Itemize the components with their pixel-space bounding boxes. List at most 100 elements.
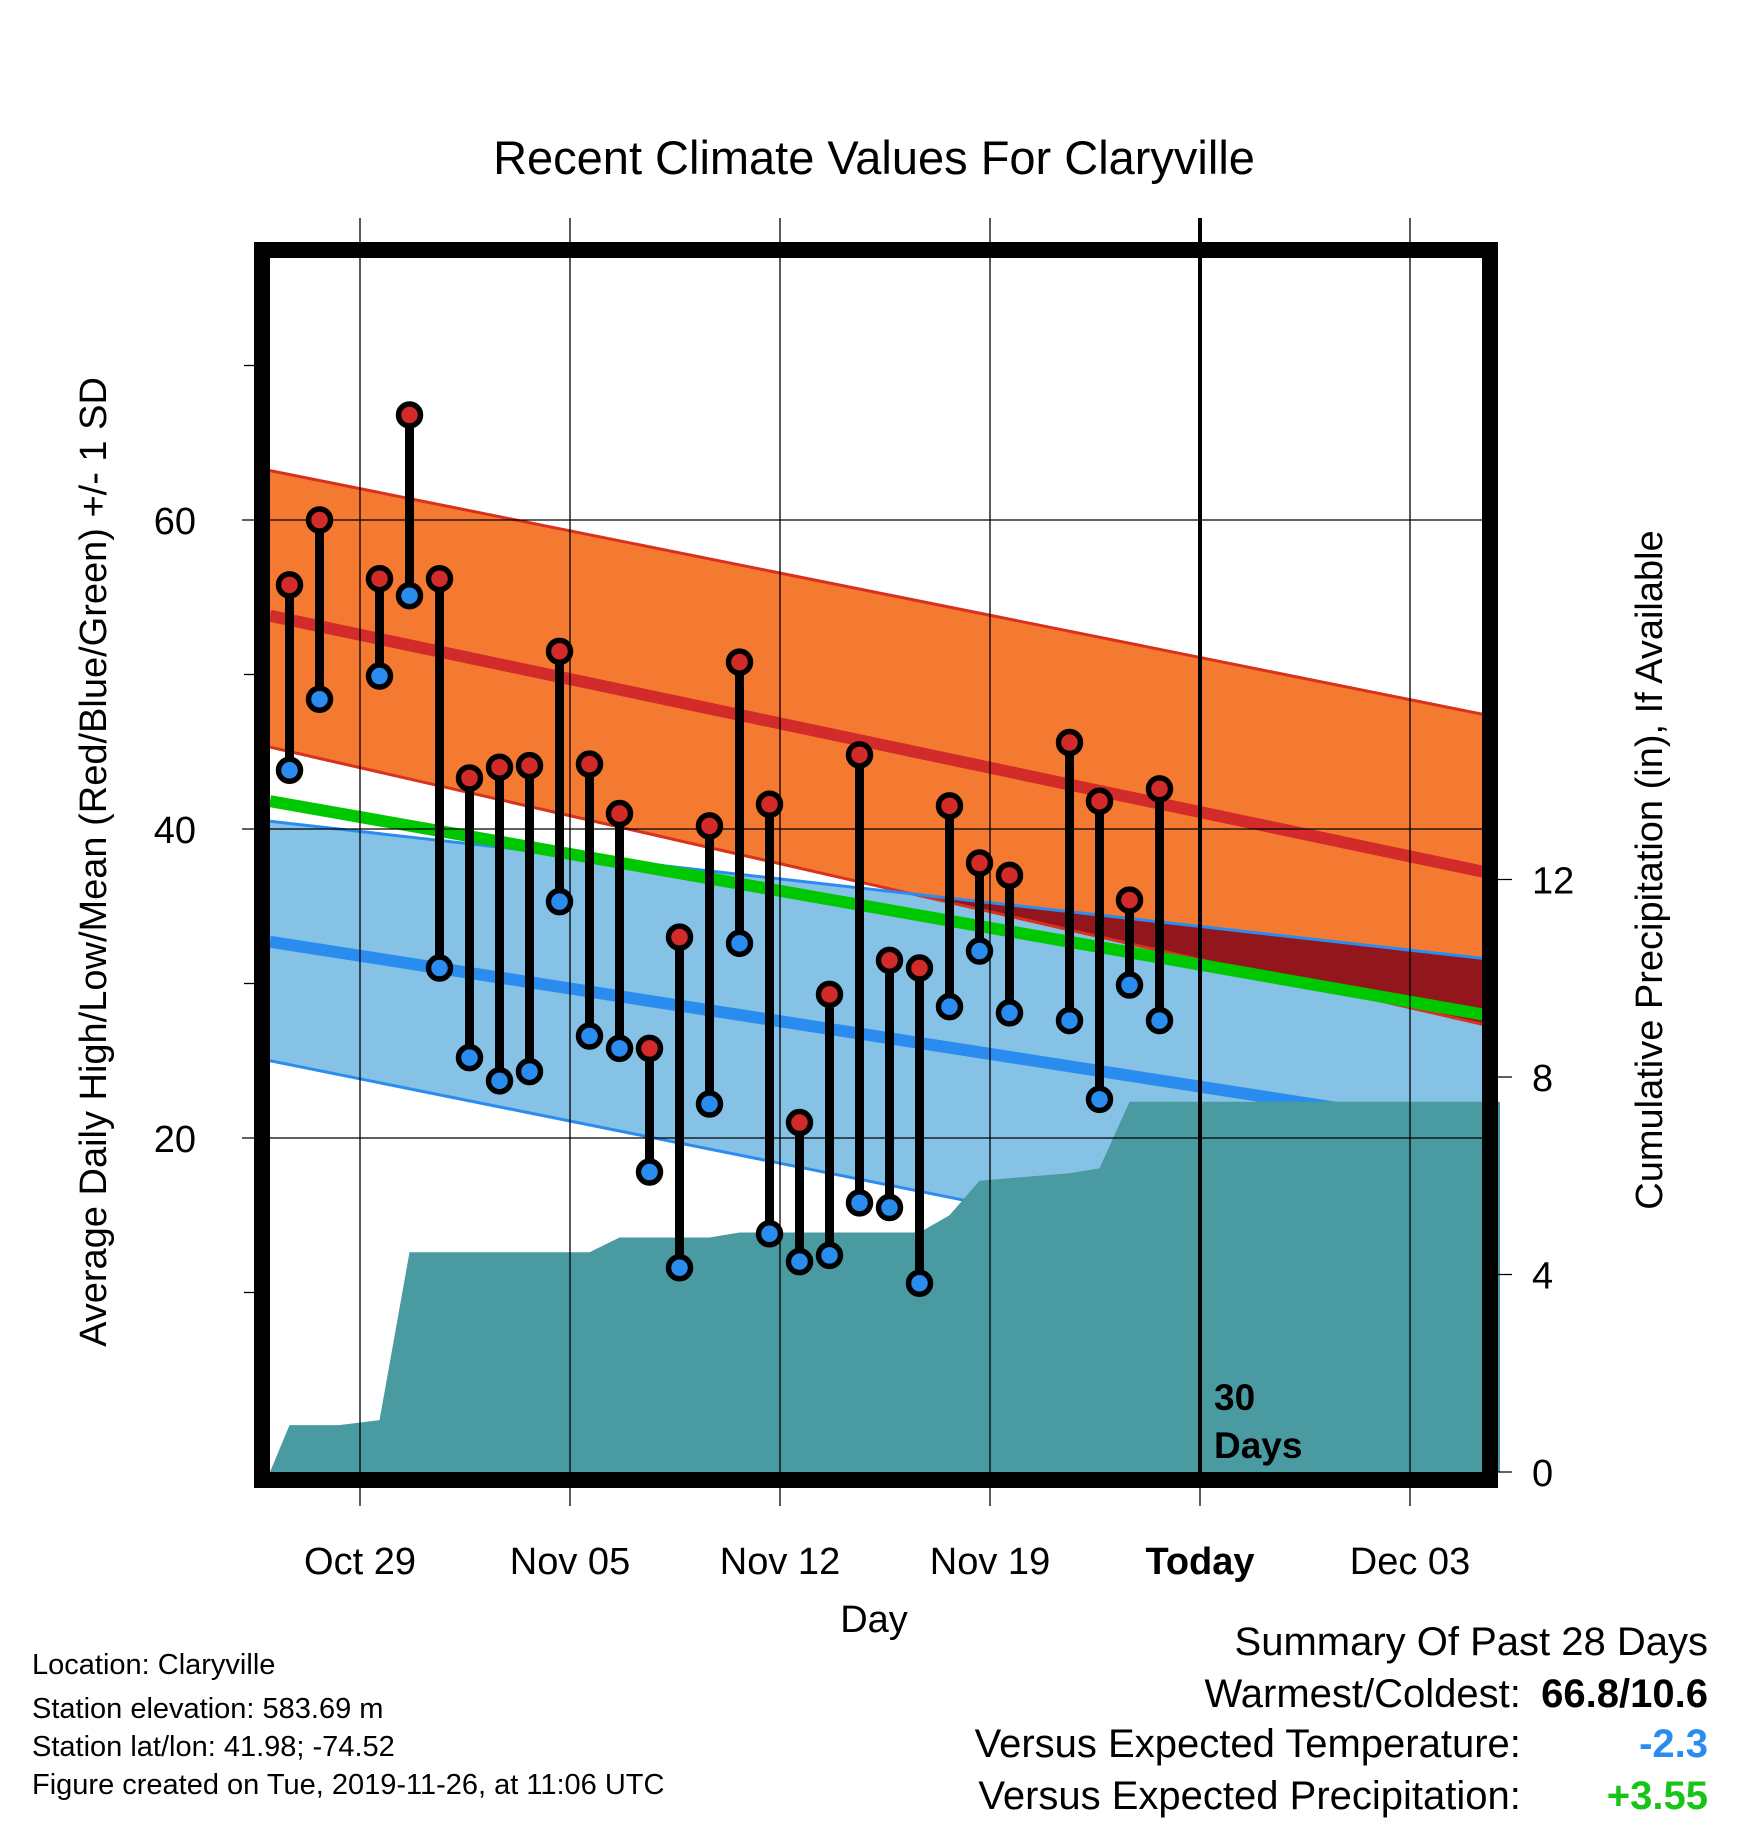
- daily-high-point: [395, 401, 424, 429]
- daily-high-point: [305, 506, 334, 534]
- daily-bar: [995, 861, 1024, 1027]
- precipitation-area: [270, 1101, 1500, 1472]
- daily-bar: [1145, 775, 1174, 1035]
- daily-high-point: [1145, 775, 1174, 803]
- daily-high-point: [935, 792, 964, 820]
- summary-precip: Versus Expected Precipitation: +3.55: [978, 1774, 1708, 1819]
- created-text: Figure created on Tue, 2019-11-26, at 11…: [32, 1769, 665, 1801]
- daily-bar: [695, 812, 724, 1118]
- daily-bar: [665, 923, 694, 1282]
- daily-high-point: [275, 571, 304, 599]
- plot-frame: [254, 242, 1498, 1488]
- today-label: Days: [1214, 1425, 1302, 1466]
- daily-low-point: [935, 992, 964, 1021]
- grid-lines: 30 Days: [270, 218, 1482, 1472]
- daily-bar: [1085, 787, 1114, 1114]
- y-tick-label: 60: [154, 501, 196, 543]
- daily-low-point: [905, 1269, 934, 1297]
- x-axis-label: Day: [840, 1599, 908, 1641]
- x-tick-label: Nov 05: [510, 1541, 630, 1583]
- daily-high-point: [485, 753, 514, 781]
- daily-bar: [545, 637, 574, 916]
- high-band-upper-edge: [270, 469, 1482, 716]
- daily-high-point: [965, 849, 994, 877]
- daily-bar: [305, 506, 334, 713]
- summary-warm-cold: Warmest/Coldest: 66.8/10.6: [1205, 1672, 1709, 1717]
- precip-value: +3.55: [1606, 1774, 1708, 1818]
- daily-low-point: [635, 1158, 664, 1186]
- chart-title: Recent Climate Values For Claryville: [493, 131, 1255, 184]
- daily-bar: [515, 751, 544, 1086]
- location-text: Location: Claryville: [32, 1649, 276, 1681]
- axes: Oct 29 Nov 05 Nov 12 Nov 19 Today Dec 0320406…: [154, 364, 1574, 1583]
- y2-tick-label: 8: [1532, 1058, 1553, 1100]
- daily-high-point: [545, 637, 574, 666]
- y2-tick-label: 12: [1532, 861, 1574, 903]
- x-tick-label: Nov 12: [720, 1541, 840, 1583]
- daily-low-point: [365, 662, 394, 690]
- daily-high-point: [875, 946, 904, 975]
- daily-high-point: [515, 751, 544, 780]
- daily-low-point: [1115, 971, 1144, 999]
- daily-low-point: [395, 581, 424, 610]
- daily-low-point: [485, 1067, 514, 1095]
- daily-low-point: [995, 999, 1024, 1027]
- daily-low-point: [845, 1189, 874, 1217]
- high-normal-line: [270, 609, 1482, 878]
- daily-bar: [575, 750, 604, 1050]
- daily-high-point: [725, 648, 754, 676]
- daily-low-point: [1085, 1085, 1114, 1114]
- daily-bar: [725, 648, 754, 958]
- daily-high-point: [1055, 728, 1084, 757]
- daily-low-point: [1055, 1006, 1084, 1035]
- daily-low-point: [755, 1220, 784, 1248]
- precip-label: Versus Expected Precipitation:: [978, 1774, 1521, 1818]
- y2-tick-label: 4: [1532, 1256, 1553, 1298]
- daily-high-point: [605, 799, 634, 828]
- daily-bar: [905, 954, 934, 1297]
- daily-high-point: [815, 980, 844, 1009]
- daily-low-point: [695, 1090, 724, 1118]
- y-tick-label: 40: [154, 810, 196, 852]
- x-tick-label: Today: [1145, 1541, 1254, 1583]
- precipitation-cumulative-area: [270, 1101, 1500, 1472]
- daily-bar: [635, 1034, 664, 1186]
- daily-high-point: [635, 1034, 664, 1063]
- daily-low-point: [815, 1241, 844, 1270]
- temp-value: -2.3: [1639, 1722, 1708, 1766]
- summary-title: Summary Of Past 28 Days: [1234, 1620, 1708, 1664]
- low-band-upper-edge: [270, 819, 1482, 960]
- daily-high-point: [995, 861, 1024, 890]
- daily-temperature-bars: [275, 401, 1174, 1297]
- daily-low-point: [785, 1247, 814, 1276]
- daily-low-point: [605, 1034, 634, 1063]
- daily-low-point: [665, 1254, 694, 1282]
- daily-bar: [935, 792, 964, 1021]
- x-tick-label: Dec 03: [1350, 1541, 1470, 1583]
- daily-bar: [395, 401, 424, 610]
- daily-low-point: [545, 887, 574, 916]
- temp-label: Versus Expected Temperature:: [974, 1722, 1521, 1766]
- y-tick-label: 20: [154, 1119, 196, 1161]
- daily-bar: [605, 799, 634, 1063]
- daily-high-point: [425, 564, 454, 593]
- daily-bar: [965, 849, 994, 965]
- daily-low-point: [1145, 1006, 1174, 1035]
- today-label: 30: [1214, 1377, 1255, 1418]
- latlon-text: Station lat/lon: 41.98; -74.52: [32, 1731, 395, 1763]
- y-axis-label-right: Cumulative Precipitation (in), If Availa…: [1629, 530, 1671, 1209]
- daily-low-point: [965, 937, 994, 965]
- daily-bar: [275, 571, 304, 785]
- daily-bar: [755, 790, 784, 1248]
- daily-bar: [1055, 728, 1084, 1035]
- daily-bar: [455, 764, 484, 1072]
- daily-bar: [425, 564, 454, 982]
- summary-temp: Versus Expected Temperature: -2.3: [975, 1722, 1708, 1767]
- daily-low-point: [275, 756, 304, 785]
- daily-high-point: [845, 741, 874, 769]
- station-info: Location: Claryville Station elevation: …: [32, 1648, 664, 1802]
- daily-high-point: [1085, 787, 1114, 815]
- plot-border: [254, 242, 1498, 1488]
- daily-bar: [845, 741, 874, 1217]
